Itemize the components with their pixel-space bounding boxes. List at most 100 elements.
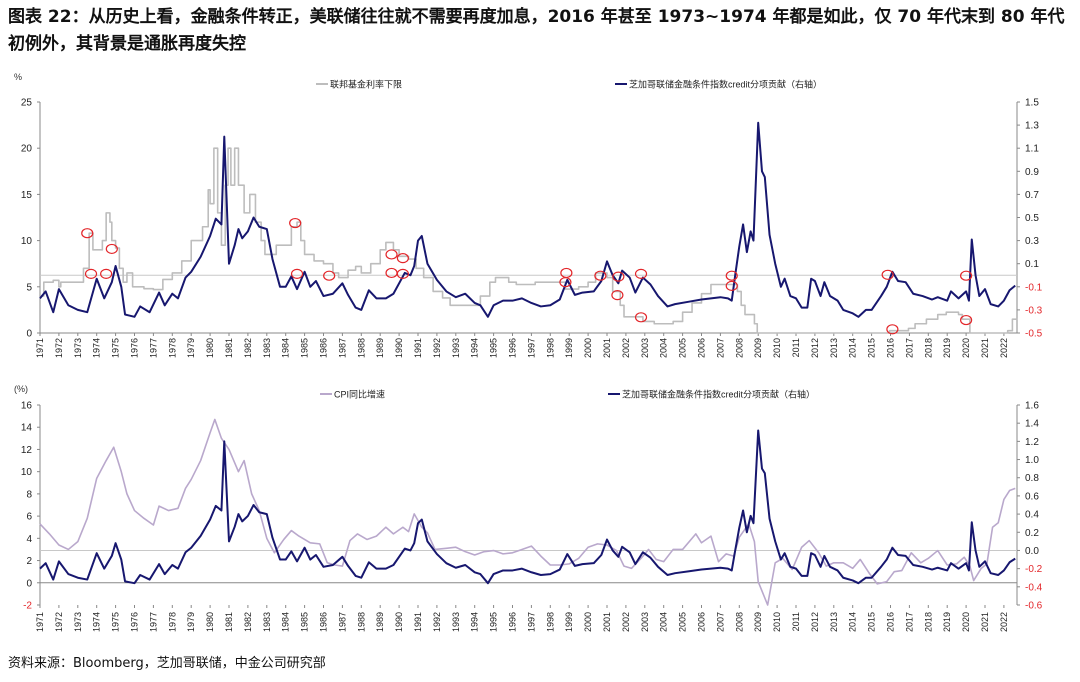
x-tick-label: 2004 — [659, 338, 669, 358]
x-tick-label: 2002 — [621, 612, 631, 632]
right-tick-label: 0.6 — [1025, 491, 1039, 502]
x-tick-label: 2013 — [829, 338, 839, 358]
x-tick-label: 1986 — [319, 338, 329, 358]
figure-title: 图表 22：从历史上看，金融条件转正，美联储往往就不需要再度加息，2016 年甚… — [8, 7, 1065, 54]
x-tick-label: 2010 — [772, 338, 782, 358]
credit-index-line — [39, 429, 1016, 585]
x-tick-label: 1987 — [337, 338, 347, 358]
x-tick-label: 1991 — [413, 338, 423, 358]
annotation-circle — [611, 290, 624, 301]
x-tick-label: 1973 — [73, 612, 83, 632]
left-tick-label: 10 — [21, 467, 33, 478]
right-tick-label: 1.1 — [1025, 144, 1039, 155]
right-tick-label: 0.7 — [1025, 190, 1039, 201]
x-tick-label: 2015 — [867, 338, 877, 358]
legend-label: 联邦基金利率下限 — [330, 79, 402, 90]
x-tick-label: 1976 — [130, 612, 140, 632]
x-tick-label: 1974 — [92, 338, 102, 358]
x-tick-label: 1989 — [375, 612, 385, 632]
source-note: 资料来源：Bloomberg，芝加哥联储，中金公司研究部 — [8, 656, 326, 671]
right-tick-label: 0.9 — [1025, 167, 1039, 178]
x-tick-label: 2012 — [810, 612, 820, 632]
x-tick-label: 2006 — [697, 612, 707, 632]
x-tick-label: 2018 — [923, 338, 933, 358]
x-tick-label: 1983 — [262, 612, 272, 632]
x-tick-label: 1990 — [394, 612, 404, 632]
x-tick-label: 2000 — [583, 338, 593, 358]
x-tick-label: 1989 — [375, 338, 385, 358]
left-tick-label: 8 — [26, 489, 32, 500]
x-tick-label: 2017 — [904, 612, 914, 632]
x-tick-label: 2007 — [715, 338, 725, 358]
x-tick-label: 1988 — [356, 338, 366, 358]
x-tick-label: 1992 — [432, 338, 442, 358]
annotation-circle — [959, 270, 973, 281]
x-tick-label: 1977 — [148, 612, 158, 632]
x-tick-label: 1976 — [130, 338, 140, 358]
x-tick-label: 1973 — [73, 338, 83, 358]
annotation-circle — [560, 267, 573, 279]
right-tick-label: 1.2 — [1025, 437, 1039, 448]
chart-2: (%) 16 14 12 10 8 6 4 2 0 -2 1.6 1.4 1.2 1.0 0.8 0.6 0.4 0… — [14, 384, 1043, 632]
right-tick-label: -0.1 — [1025, 282, 1043, 293]
x-tick-label: 1997 — [526, 612, 536, 632]
x-tick-label: 1975 — [111, 612, 121, 632]
annotation-circle — [81, 228, 94, 239]
x-tick-label: 2011 — [791, 338, 801, 357]
x-tick-label: 2001 — [602, 338, 612, 358]
annotation-circle — [634, 312, 648, 323]
x-tick-label: 1980 — [205, 612, 215, 632]
left-tick-label: 25 — [21, 98, 33, 109]
x-tick-label: 1982 — [243, 338, 253, 358]
x-tick-label: 2000 — [583, 612, 593, 632]
annotation-circle — [634, 268, 648, 279]
annotation-circle — [725, 280, 738, 291]
annotation-circle — [559, 277, 572, 288]
right-tick-label: -0.3 — [1025, 305, 1043, 316]
x-tick-label: 1983 — [262, 338, 272, 358]
x-tick-label: 1996 — [508, 612, 518, 632]
annotation-circle — [105, 243, 118, 255]
x-tick-label: 1985 — [300, 338, 310, 358]
x-tick-label: 1986 — [319, 612, 329, 632]
x-tick-label: 1988 — [356, 612, 366, 632]
x-tick-label: 2009 — [753, 612, 763, 632]
annotation-circle — [385, 267, 398, 279]
left-tick-label: 6 — [26, 512, 32, 523]
x-tick-label: 1975 — [111, 338, 121, 358]
x-tick-label: 1996 — [508, 338, 518, 358]
right-tick-label: -0.4 — [1025, 582, 1043, 593]
left-tick-label: 0 — [26, 329, 32, 340]
x-tick-label: 2015 — [867, 612, 877, 632]
x-tick-label: 2010 — [772, 612, 782, 632]
x-tick-label: 1993 — [451, 338, 461, 358]
x-tick-label: 1977 — [148, 338, 158, 358]
right-tick-label: -0.6 — [1025, 601, 1043, 612]
x-tick-label: 1995 — [489, 612, 499, 632]
annotation-circle — [290, 268, 304, 279]
left-tick-label: 12 — [21, 445, 33, 456]
x-tick-label: 2006 — [697, 338, 707, 358]
x-tick-label: 2022 — [999, 338, 1009, 358]
x-tick-label: 2019 — [942, 612, 952, 632]
x-tick-label: 1971 — [35, 612, 45, 632]
right-tick-label: 0.1 — [1025, 259, 1039, 270]
annotation-circle — [323, 270, 336, 281]
x-tick-label: 2007 — [715, 612, 725, 632]
right-tick-label: 0.4 — [1025, 510, 1039, 521]
left-tick-label: 0 — [26, 578, 32, 589]
x-tick-label: 1998 — [545, 612, 555, 632]
right-tick-label: 0.8 — [1025, 473, 1039, 484]
x-tick-label: 1974 — [92, 612, 102, 632]
x-tick-label: 2005 — [678, 338, 688, 358]
x-tick-label: 2004 — [659, 612, 669, 632]
x-tick-label: 1978 — [167, 612, 177, 632]
legend-label: CPI同比增速 — [334, 389, 385, 400]
left-tick-label: 20 — [21, 144, 33, 155]
x-tick-label: 2016 — [886, 612, 896, 632]
x-tick-label: 1984 — [281, 338, 291, 358]
x-tick-label: 2014 — [848, 612, 858, 632]
x-tick-label: 1994 — [470, 338, 480, 358]
x-tick-label: 2018 — [923, 612, 933, 632]
right-tick-label: 0.3 — [1025, 236, 1039, 247]
